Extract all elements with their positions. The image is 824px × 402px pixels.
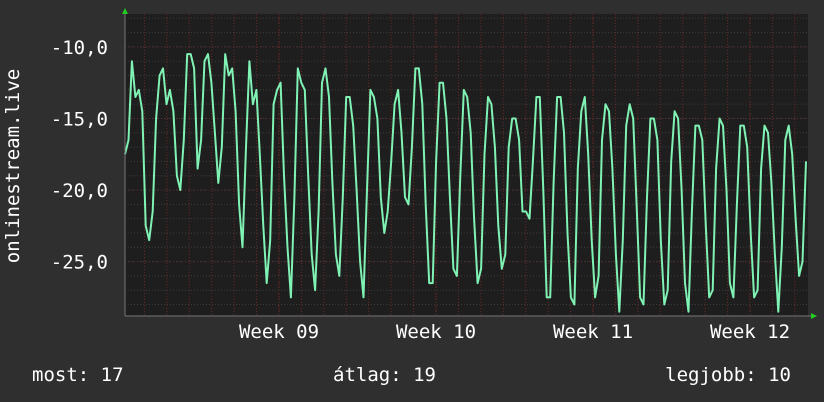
y-axis-label-container: onlinestream.live xyxy=(0,0,26,402)
y-tick-label: -20,0 xyxy=(51,180,108,202)
minor-grid xyxy=(125,14,808,316)
y-axis-arrow xyxy=(122,8,128,14)
x-tick-label: Week 10 xyxy=(396,321,476,343)
y-tick-label: -10,0 xyxy=(51,37,108,59)
legend-current-value: most: 17 xyxy=(32,364,124,386)
legend-best-value: legjobb: 10 xyxy=(665,364,791,386)
x-tick-label: Week 11 xyxy=(553,321,633,343)
legend-average-value: átlag: 19 xyxy=(333,364,436,386)
y-tick-label: -25,0 xyxy=(51,252,108,274)
x-axis-arrow xyxy=(811,313,817,319)
axis-markers xyxy=(122,8,817,319)
y-axis-label: onlinestream.live xyxy=(2,68,24,264)
chart-marks xyxy=(124,53,807,313)
series-line xyxy=(124,53,807,313)
x-tick-label: Week 12 xyxy=(710,321,790,343)
y-tick-label: -15,0 xyxy=(51,108,108,130)
x-tick-label: Week 09 xyxy=(239,321,319,343)
tick-labels: -10,0 -15,0 -20,0 -25,0 Week 09 Week 10 Week 1… xyxy=(51,37,790,343)
